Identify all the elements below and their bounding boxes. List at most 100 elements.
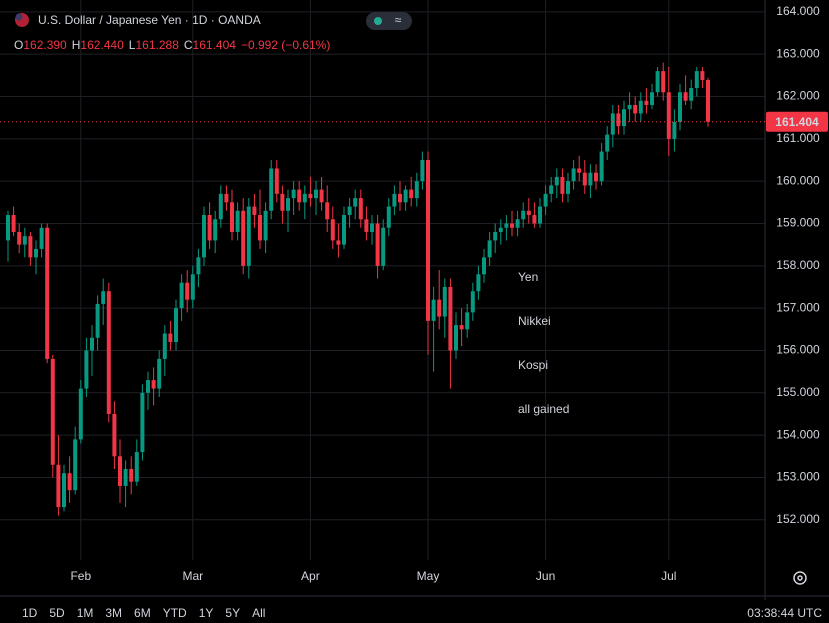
candle-body xyxy=(218,193,223,220)
range-button[interactable]: 1Y xyxy=(199,606,214,620)
candle-body xyxy=(325,202,330,220)
status-icon: ≈ xyxy=(395,13,402,27)
candle-body xyxy=(263,210,268,241)
candle-body xyxy=(487,240,492,258)
candle-body xyxy=(22,236,27,245)
settings-icon[interactable] xyxy=(793,571,807,585)
candle-body xyxy=(297,189,302,203)
candle-body xyxy=(179,282,184,309)
candle-body xyxy=(67,473,72,491)
candle-body xyxy=(11,215,16,232)
candle-body xyxy=(140,392,145,453)
candle-body xyxy=(683,92,688,101)
candle-body xyxy=(17,231,22,245)
chart-title: U.S. Dollar / Japanese Yen · 1D · OANDA xyxy=(38,13,261,27)
candle-body xyxy=(39,227,44,249)
candle-body xyxy=(442,286,447,317)
range-button[interactable]: All xyxy=(252,606,265,620)
candle-body xyxy=(510,223,514,228)
x-tick-label: Apr xyxy=(301,569,320,583)
candle-body xyxy=(280,193,285,211)
status-pill[interactable] xyxy=(366,12,412,30)
range-button[interactable]: 6M xyxy=(134,606,151,620)
candle-body xyxy=(34,248,38,258)
candle-body xyxy=(588,172,593,186)
candle-body xyxy=(207,215,212,241)
candle-body xyxy=(241,210,246,266)
annotation-text: Nikkei xyxy=(518,314,551,328)
y-tick-label: 155.000 xyxy=(776,385,820,399)
candle-body xyxy=(274,168,279,194)
candle-body xyxy=(482,257,486,275)
candle-body xyxy=(202,215,206,258)
price-change: −0.992 (−0.61%) xyxy=(241,38,330,52)
x-tick-label: Jul xyxy=(661,569,676,583)
candle-body xyxy=(258,215,262,241)
candle-body xyxy=(134,452,139,482)
y-tick-label: 156.000 xyxy=(776,343,820,357)
candle-body xyxy=(168,333,173,343)
candle-body xyxy=(650,92,654,105)
candle-body xyxy=(73,439,78,491)
y-tick-label: 164.000 xyxy=(776,4,820,18)
range-button[interactable]: 3M xyxy=(105,606,122,620)
range-button[interactable]: 1M xyxy=(77,606,94,620)
range-button[interactable]: 5Y xyxy=(225,606,240,620)
candle-body xyxy=(560,176,565,194)
candle-body xyxy=(342,215,346,245)
candle-body xyxy=(235,210,240,232)
last-price-label: 161.404 xyxy=(775,115,819,129)
candle-body xyxy=(302,193,307,203)
toolbar: 1D 5D 1M 3M 6M YTD 1Y 5Y All 03:38:44 UTC xyxy=(22,606,822,620)
candle-body xyxy=(185,282,190,300)
range-button[interactable]: 1D xyxy=(22,606,38,620)
candle-body xyxy=(454,325,458,351)
x-tick-label: Feb xyxy=(70,569,91,583)
candle-body xyxy=(700,71,705,80)
y-tick-label: 153.000 xyxy=(776,470,820,484)
candle-body xyxy=(431,299,436,321)
candle-body xyxy=(353,198,358,207)
candle-body xyxy=(330,219,335,241)
annotation-text: Yen xyxy=(518,270,538,284)
candle-body xyxy=(151,380,156,389)
candle-body xyxy=(56,464,61,508)
candle-body xyxy=(638,100,643,114)
candle-body xyxy=(521,210,526,220)
candle-body xyxy=(706,80,710,122)
ohlc-key: O xyxy=(14,38,23,52)
candle-body xyxy=(123,468,128,486)
candle-body xyxy=(213,219,218,241)
range-button[interactable]: YTD xyxy=(163,606,187,620)
clock: 03:38:44 UTC xyxy=(747,606,822,620)
candle-body xyxy=(594,172,598,182)
candle-body xyxy=(420,160,425,182)
candle-body xyxy=(347,206,352,216)
candle-body xyxy=(45,227,50,359)
candle-body xyxy=(622,109,626,127)
candle-body xyxy=(694,71,699,89)
candle-body xyxy=(118,456,122,486)
candle-body xyxy=(190,274,195,300)
candles xyxy=(6,62,710,516)
candle-body xyxy=(6,215,10,241)
candle-body xyxy=(437,299,442,317)
candle-body xyxy=(381,227,386,266)
candle-body xyxy=(605,134,610,152)
ohlc-value: 162.440 xyxy=(80,38,124,52)
candle-body xyxy=(174,308,178,343)
candle-body xyxy=(84,350,89,389)
candle-body xyxy=(672,121,677,139)
candle-body xyxy=(414,181,419,199)
candle-body xyxy=(689,88,694,101)
candle-body xyxy=(230,202,234,232)
range-button[interactable]: 5D xyxy=(49,606,65,620)
y-tick-label: 160.000 xyxy=(776,173,820,187)
ohlc-value: 161.288 xyxy=(135,38,179,52)
candle-body xyxy=(616,113,621,127)
candle-body xyxy=(610,113,615,135)
candle-body xyxy=(358,198,363,220)
candle-body xyxy=(364,219,369,232)
x-tick-label: Jun xyxy=(536,569,555,583)
